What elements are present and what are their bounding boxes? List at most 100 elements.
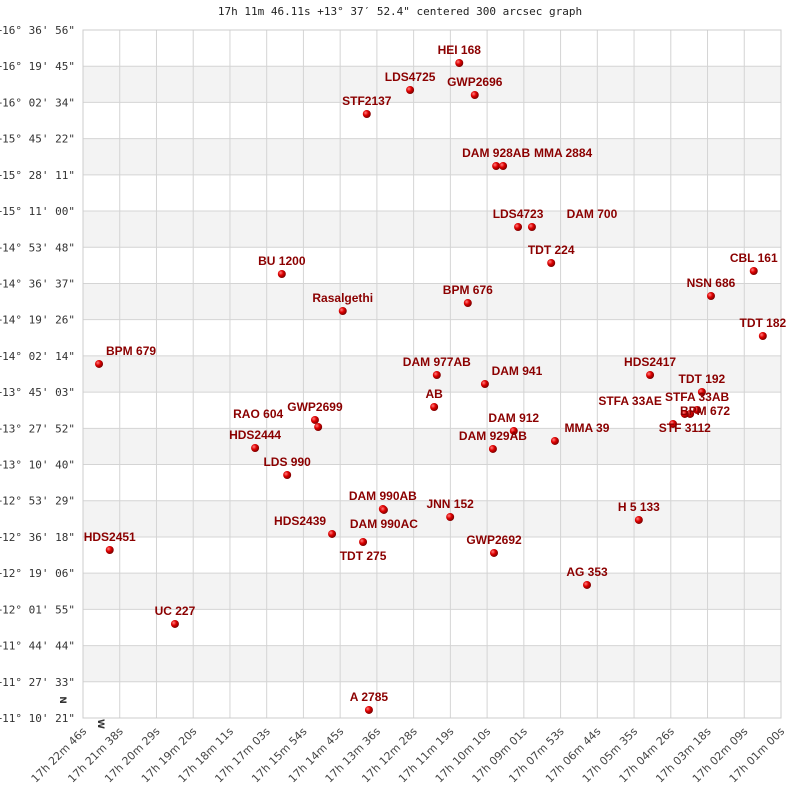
y-tick-label: +12° 53' 29" xyxy=(0,495,75,508)
y-tick-label: +13° 45' 03" xyxy=(0,386,75,399)
compass-north-label: N xyxy=(57,696,67,704)
star-label: DAM 990AC xyxy=(350,517,418,531)
grid-band xyxy=(83,283,781,320)
star-point xyxy=(669,419,678,428)
star-point xyxy=(527,223,536,232)
star-label: TDT 275 xyxy=(340,549,387,563)
star-label: JNN 152 xyxy=(426,497,474,511)
star-point xyxy=(582,580,591,589)
y-tick-label: +16° 36' 56" xyxy=(0,24,75,37)
star-point xyxy=(359,537,368,546)
star-label: STFA 33AB xyxy=(665,390,730,404)
star-point xyxy=(338,306,347,315)
star-point xyxy=(509,426,518,435)
grid-band xyxy=(83,66,781,103)
y-tick-label: +14° 53' 48" xyxy=(0,241,75,254)
star-label: HDS2439 xyxy=(274,514,326,528)
star-point xyxy=(489,548,498,557)
star-label: TDT 224 xyxy=(528,243,575,257)
star-label: STF 3112 xyxy=(659,421,711,435)
star-label: HDS2451 xyxy=(84,530,136,544)
star-point xyxy=(379,505,388,514)
star-label: CBL 161 xyxy=(730,251,778,265)
y-tick-label: +11° 10' 21" xyxy=(0,712,75,725)
star-label: DAM 928AB xyxy=(462,146,530,160)
star-point xyxy=(314,423,323,432)
plot-border xyxy=(82,29,782,719)
star-point xyxy=(693,405,702,414)
star-point xyxy=(758,331,767,340)
grid-band xyxy=(83,211,781,248)
y-tick-label: +15° 45' 22" xyxy=(0,133,75,146)
grid-band xyxy=(83,500,781,537)
y-tick-label: +15° 28' 11" xyxy=(0,169,75,182)
y-tick-label: +12° 36' 18" xyxy=(0,531,75,544)
star-label: AG 353 xyxy=(566,565,608,579)
star-label: LDS4725 xyxy=(385,70,436,84)
star-point xyxy=(170,619,179,628)
star-label: Rasalgethi xyxy=(312,291,373,305)
star-point xyxy=(283,470,292,479)
star-label: H 5 133 xyxy=(618,500,660,514)
y-tick-label: +13° 10' 40" xyxy=(0,459,75,472)
y-tick-label: +11° 44' 44" xyxy=(0,640,75,653)
grid-band xyxy=(83,428,781,465)
star-point xyxy=(463,298,472,307)
star-label: AB xyxy=(425,387,443,401)
star-label: DAM 700 xyxy=(567,207,618,221)
grid-band xyxy=(83,355,781,393)
star-label: STFA 33AE xyxy=(598,394,662,408)
star-point xyxy=(328,529,337,538)
star-point xyxy=(680,409,689,418)
star-label: GWP2699 xyxy=(287,400,343,414)
star-point xyxy=(277,269,286,278)
star-point xyxy=(697,387,706,396)
star-label: LDS 990 xyxy=(263,455,311,469)
star-point xyxy=(634,515,643,524)
y-tick-label: +12° 19' 06" xyxy=(0,567,75,580)
star-point xyxy=(499,161,508,170)
chart-title: 17h 11m 46.11s +13° 37′ 52.4" centered 3… xyxy=(217,5,583,18)
star-label: GWP2692 xyxy=(466,533,522,547)
star-label: TDT 192 xyxy=(679,372,726,386)
grid-band xyxy=(83,138,781,175)
star-point xyxy=(430,402,439,411)
star-label: DAM 977AB xyxy=(403,355,471,369)
star-point xyxy=(251,443,260,452)
star-label: STF2137 xyxy=(342,94,392,108)
compass-west-label: W xyxy=(95,719,105,729)
star-point xyxy=(105,545,114,554)
y-tick-label: +11° 27' 33" xyxy=(0,676,75,689)
star-label: UC 227 xyxy=(155,604,196,618)
grid-band xyxy=(83,645,781,682)
star-label: DAM 941 xyxy=(492,364,543,378)
star-point xyxy=(455,59,464,68)
star-point xyxy=(480,379,489,388)
star-label: HEI 168 xyxy=(438,43,482,57)
y-tick-label: +12° 01' 55" xyxy=(0,603,75,616)
star-point xyxy=(706,292,715,301)
star-point xyxy=(446,512,455,521)
star-label: BPM 679 xyxy=(106,344,156,358)
star-label: NSN 686 xyxy=(687,276,736,290)
star-label: DAM 912 xyxy=(488,411,539,425)
star-point xyxy=(749,267,758,276)
star-label: LDS4723 xyxy=(493,207,544,221)
star-label: DAM 929AB xyxy=(459,429,527,443)
star-label: DAM 990AB xyxy=(349,489,417,503)
star-label: TDT 182 xyxy=(739,316,786,330)
star-point xyxy=(310,415,319,424)
grid-band xyxy=(83,573,781,610)
star-label: BPM 676 xyxy=(443,283,493,297)
star-label: HDS2444 xyxy=(229,428,281,442)
y-tick-label: +16° 19' 45" xyxy=(0,60,75,73)
star-point xyxy=(514,223,523,232)
y-tick-label: +16° 02' 34" xyxy=(0,96,75,109)
star-label: BU 1200 xyxy=(258,254,306,268)
star-label: HDS2417 xyxy=(624,355,676,369)
star-point xyxy=(432,371,441,380)
y-tick-label: +14° 36' 37" xyxy=(0,277,75,290)
star-label: RAO 604 xyxy=(233,407,283,421)
star-label: MMA 2884 xyxy=(534,146,593,160)
